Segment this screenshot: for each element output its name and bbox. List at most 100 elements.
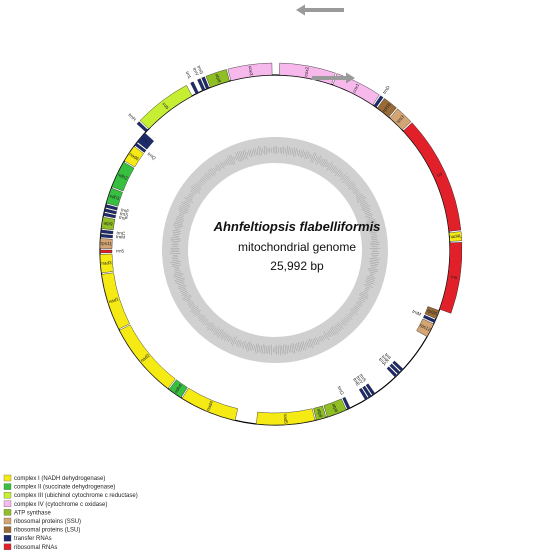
gc-tick xyxy=(349,184,357,190)
gc-tick xyxy=(234,156,237,160)
legend-label: ribosomal proteins (SSU) xyxy=(14,519,81,525)
gc-tick xyxy=(187,300,192,303)
gene-atp9 xyxy=(101,216,116,231)
gc-tick xyxy=(183,197,193,203)
gc-tick xyxy=(368,229,378,232)
gc-tick xyxy=(352,188,359,194)
gc-tick xyxy=(183,294,188,297)
gc-tick xyxy=(296,343,299,352)
gc-tick xyxy=(223,161,227,166)
gene-label: rpl20 xyxy=(426,308,438,317)
gc-tick xyxy=(213,168,217,173)
gc-tick xyxy=(193,184,201,190)
gc-tick xyxy=(246,151,249,156)
gene-trnG xyxy=(201,76,210,90)
gc-tick xyxy=(336,323,342,330)
gc-tick xyxy=(358,294,368,300)
gc-tick xyxy=(244,149,248,160)
gene-label: trnV xyxy=(192,67,200,78)
gc-tick xyxy=(327,330,332,337)
gc-tick xyxy=(170,261,182,264)
gc-tick xyxy=(318,158,322,164)
gc-tick xyxy=(283,344,285,355)
forward-strand-arrow xyxy=(312,72,355,84)
gc-tick xyxy=(170,238,181,241)
gc-tick xyxy=(289,345,292,353)
gc-tick xyxy=(174,277,185,282)
gc-tick xyxy=(258,145,261,157)
gc-tick xyxy=(323,334,327,339)
gc-tick xyxy=(307,340,311,348)
gene-trnY xyxy=(362,385,372,398)
gc-tick xyxy=(346,316,350,320)
gc-tick xyxy=(365,212,372,216)
gene-label: sdh2 xyxy=(117,172,129,181)
gc-tick xyxy=(230,154,236,165)
legend-label: transfer RNAs xyxy=(14,536,52,542)
gene-label: trnM xyxy=(411,309,422,317)
gc-tick xyxy=(314,156,317,161)
gc-tick xyxy=(369,274,375,277)
gc-tick xyxy=(344,316,350,323)
gc-tick xyxy=(242,340,246,350)
gc-tick xyxy=(188,193,194,198)
gc-tick xyxy=(292,147,296,157)
gc-tick xyxy=(338,171,343,178)
gc-tick xyxy=(200,316,206,323)
gc-tick xyxy=(368,267,378,271)
gc-tick xyxy=(369,231,378,234)
gc-tick xyxy=(236,151,242,162)
gc-tick xyxy=(364,280,375,285)
gc-tick xyxy=(355,302,363,307)
gene-track xyxy=(99,62,463,426)
gene-trnQ xyxy=(134,142,147,153)
legend-swatch xyxy=(3,526,12,533)
gc-tick xyxy=(183,201,190,205)
gc-tick xyxy=(228,155,234,166)
gc-tick xyxy=(337,170,342,177)
gc-tick xyxy=(174,226,181,229)
gc-tick xyxy=(365,286,371,289)
gc-tick xyxy=(263,344,266,355)
genome-size: 25,992 bp xyxy=(270,259,324,273)
gc-tick xyxy=(323,331,330,341)
gc-tick xyxy=(299,342,303,351)
gc-tick xyxy=(215,328,220,335)
gc-tick xyxy=(366,276,376,280)
gc-tick xyxy=(366,220,377,225)
gc-tick xyxy=(354,191,359,195)
gc-tick xyxy=(329,330,333,336)
gc-tick xyxy=(298,149,301,157)
gene-label: nad4 xyxy=(205,400,214,412)
gc-tick xyxy=(207,322,215,331)
gc-tick xyxy=(333,167,338,173)
gc-tick xyxy=(334,169,339,174)
gc-tick xyxy=(267,345,269,355)
gene-rnl xyxy=(402,122,462,232)
legend-label: complex II (succinate dehydrogenase) xyxy=(14,485,115,491)
gene-trnI xyxy=(392,360,404,372)
gc-tick xyxy=(251,344,254,351)
gc-tick xyxy=(368,228,378,231)
gene-trnM xyxy=(100,233,113,239)
gc-tick xyxy=(241,342,244,348)
gc-tick xyxy=(369,263,379,265)
gc-tick xyxy=(186,298,191,302)
gc-content-ring xyxy=(162,137,388,363)
gc-tick xyxy=(369,273,375,275)
gc-tick xyxy=(213,326,220,336)
gene-label: nad6 xyxy=(129,152,141,162)
gc-tick xyxy=(356,196,365,201)
gc-tick xyxy=(331,165,337,173)
gc-tick xyxy=(172,231,181,234)
gc-tick xyxy=(172,235,180,237)
gene-rps12 xyxy=(416,318,434,337)
gene-label: trnD xyxy=(382,84,391,95)
gc-tick xyxy=(341,319,348,325)
gene-trnS xyxy=(104,208,117,215)
gc-tick xyxy=(206,322,210,327)
gc-tick xyxy=(230,337,233,342)
gene-atp6 xyxy=(323,398,347,418)
gc-tick xyxy=(291,148,294,155)
